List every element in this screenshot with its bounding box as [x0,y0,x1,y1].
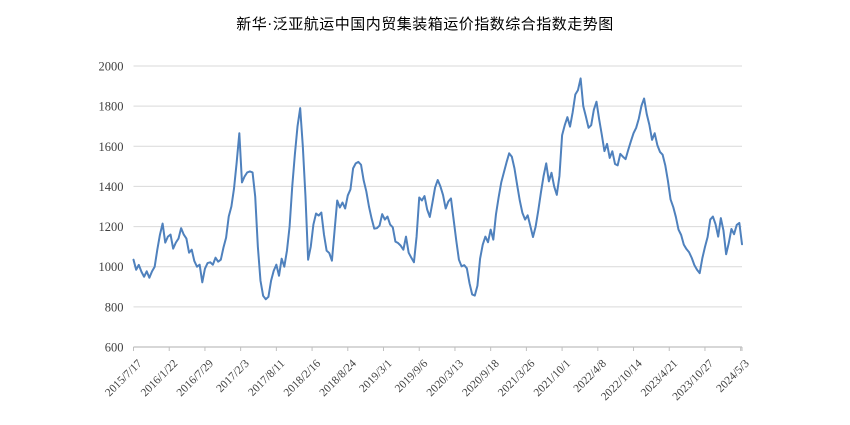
x-tick-label: 2019/3/1 [357,357,395,395]
x-tick-label: 2021/3/26 [496,357,538,399]
y-tick-label: 1400 [99,180,124,194]
y-tick-label: 1800 [99,100,124,114]
y-tick-label: 1000 [99,260,124,274]
chart-title: 新华·泛亚航运中国内贸集装箱运价指数综合指数走势图 [236,17,614,33]
x-tick-label: 2021/10/1 [532,357,574,399]
x-tick-label: 2024/5/3 [714,357,752,395]
x-tick-label: 2018/2/16 [282,357,324,399]
x-tick-label: 2018/8/24 [317,357,359,399]
x-tick-label: 2016/7/29 [175,357,217,399]
series-layer [132,77,743,301]
y-tick-label: 2000 [99,60,124,74]
x-tick-label: 2020/9/18 [460,357,502,399]
x-tick-label: 2015/7/17 [103,357,145,399]
x-tick-label: 2017/8/11 [246,357,287,398]
x-tick-label: 2020/3/13 [425,357,467,399]
y-tick-label: 1200 [99,220,124,234]
grid-layer [133,65,742,308]
series-line [132,77,743,301]
y-tick-label: 800 [105,300,124,314]
y-tick-label: 1600 [99,140,124,154]
y-tick-label: 600 [105,341,124,355]
axis-layer [133,346,743,351]
axis-label-layer: 6008001000120014001600180020002015/7/172… [99,60,752,404]
x-tick-label: 2016/1/22 [139,357,181,399]
